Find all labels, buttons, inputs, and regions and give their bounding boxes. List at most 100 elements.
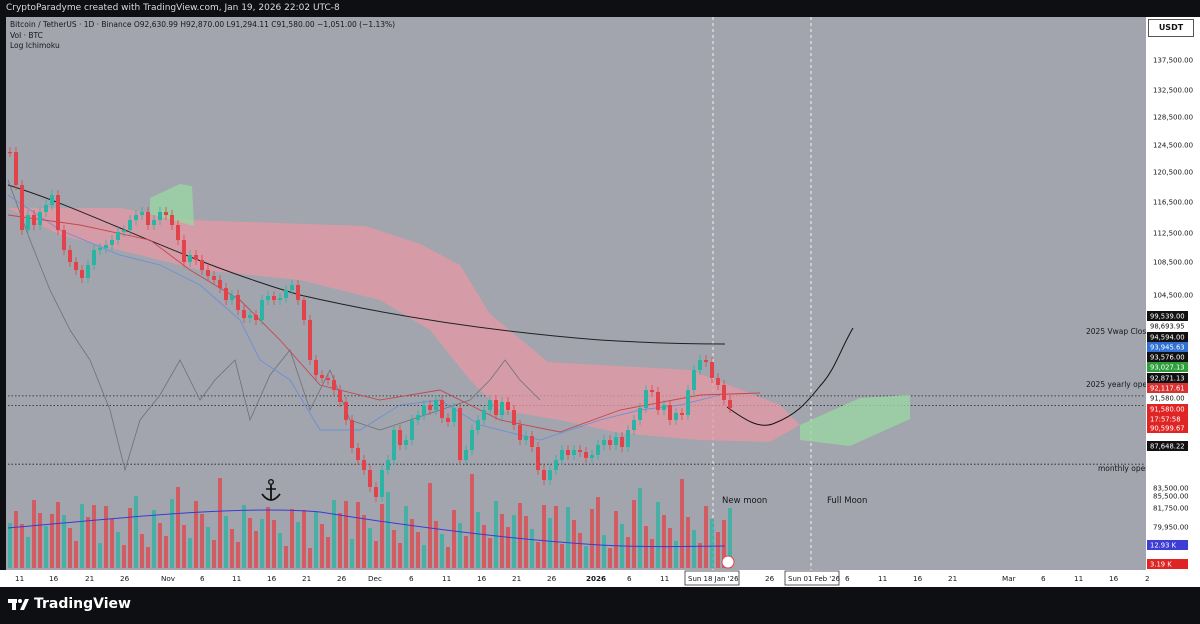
candle-body[interactable] — [266, 296, 270, 300]
candle-body[interactable] — [626, 430, 630, 447]
candle-body[interactable] — [620, 437, 624, 447]
candle-body[interactable] — [674, 413, 678, 420]
candle-body[interactable] — [296, 285, 300, 300]
candle-body[interactable] — [416, 415, 420, 420]
candle-body[interactable] — [380, 470, 384, 497]
candle-body[interactable] — [710, 362, 714, 378]
candle-body[interactable] — [602, 440, 606, 445]
candle-body[interactable] — [236, 295, 240, 310]
candle-body[interactable] — [428, 405, 432, 410]
candle-body[interactable] — [572, 450, 576, 455]
candle-body[interactable] — [80, 270, 84, 278]
candle-body[interactable] — [248, 315, 252, 318]
candle-body[interactable] — [74, 262, 78, 270]
candle-body[interactable] — [374, 487, 378, 497]
candle-body[interactable] — [134, 215, 138, 220]
candle-body[interactable] — [38, 212, 42, 225]
candle-body[interactable] — [458, 408, 462, 460]
candle-body[interactable] — [320, 375, 324, 378]
candle-body[interactable] — [200, 260, 204, 270]
candle-body[interactable] — [686, 390, 690, 415]
candle-body[interactable] — [242, 310, 246, 318]
candle-body[interactable] — [158, 212, 162, 220]
time-axis[interactable] — [0, 570, 1200, 587]
candle-body[interactable] — [68, 250, 72, 262]
candle-body[interactable] — [386, 460, 390, 470]
candle-body[interactable] — [440, 400, 444, 418]
candle-body[interactable] — [116, 232, 120, 240]
candle-body[interactable] — [482, 410, 486, 420]
candle-body[interactable] — [410, 420, 414, 440]
candle-body[interactable] — [590, 455, 594, 458]
candle-body[interactable] — [494, 400, 498, 415]
candle-body[interactable] — [578, 450, 582, 452]
candle-body[interactable] — [44, 205, 48, 212]
candle-body[interactable] — [560, 450, 564, 460]
candle-body[interactable] — [680, 413, 684, 415]
candle-body[interactable] — [368, 470, 372, 487]
candle-body[interactable] — [512, 410, 516, 425]
candle-body[interactable] — [140, 212, 144, 215]
candle-body[interactable] — [536, 447, 540, 470]
candle-body[interactable] — [230, 295, 234, 300]
candle-body[interactable] — [176, 225, 180, 240]
candle-body[interactable] — [548, 470, 552, 480]
candle-body[interactable] — [218, 280, 222, 288]
candle-body[interactable] — [62, 230, 66, 250]
candle-body[interactable] — [314, 360, 318, 375]
candle-body[interactable] — [284, 290, 288, 298]
candle-body[interactable] — [254, 315, 258, 320]
candle-body[interactable] — [272, 296, 276, 300]
ichimoku-indicator-label[interactable]: Log Ichimoku — [10, 41, 60, 50]
candle-body[interactable] — [650, 390, 654, 392]
candle-body[interactable] — [434, 400, 438, 410]
candle-body[interactable] — [14, 152, 18, 185]
candle-body[interactable] — [26, 215, 30, 230]
candle-body[interactable] — [98, 248, 102, 250]
candle-body[interactable] — [326, 378, 330, 380]
price-scale[interactable] — [1146, 17, 1200, 570]
candle-body[interactable] — [308, 320, 312, 360]
candle-body[interactable] — [206, 270, 210, 276]
candle-body[interactable] — [278, 298, 282, 300]
candle-body[interactable] — [164, 212, 168, 215]
candle-body[interactable] — [488, 400, 492, 410]
candle-body[interactable] — [110, 240, 114, 245]
candle-body[interactable] — [716, 378, 720, 385]
candle-body[interactable] — [668, 405, 672, 420]
chart-plot-area[interactable] — [6, 17, 1146, 570]
candle-body[interactable] — [194, 255, 198, 260]
candle-body[interactable] — [104, 245, 108, 248]
candle-body[interactable] — [476, 420, 480, 430]
candle-body[interactable] — [638, 408, 642, 420]
tradingview-logo[interactable]: TradingView — [8, 596, 131, 612]
candle-body[interactable] — [422, 405, 426, 415]
candle-body[interactable] — [698, 360, 702, 370]
candle-body[interactable] — [188, 255, 192, 262]
candle-body[interactable] — [212, 276, 216, 280]
candle-body[interactable] — [518, 425, 522, 440]
candle-body[interactable] — [608, 440, 612, 445]
candle-body[interactable] — [566, 450, 570, 455]
candle-body[interactable] — [362, 460, 366, 470]
candle-body[interactable] — [56, 195, 60, 230]
candle-body[interactable] — [290, 285, 294, 290]
alert-icon[interactable] — [721, 555, 735, 569]
candle-body[interactable] — [332, 380, 336, 390]
candle-body[interactable] — [392, 430, 396, 460]
candle-body[interactable] — [614, 437, 618, 445]
candle-body[interactable] — [350, 420, 354, 448]
candle-body[interactable] — [692, 370, 696, 390]
candle-body[interactable] — [344, 402, 348, 420]
candle-body[interactable] — [182, 240, 186, 262]
candle-body[interactable] — [452, 408, 456, 422]
candle-body[interactable] — [728, 400, 732, 408]
candle-body[interactable] — [86, 265, 90, 278]
volume-indicator-label[interactable]: Vol · BTC — [10, 30, 43, 40]
candle-body[interactable] — [170, 215, 174, 225]
candle-body[interactable] — [224, 288, 228, 300]
candle-body[interactable] — [632, 420, 636, 430]
candle-body[interactable] — [644, 390, 648, 408]
candle-body[interactable] — [260, 300, 264, 320]
candle-body[interactable] — [470, 430, 474, 450]
